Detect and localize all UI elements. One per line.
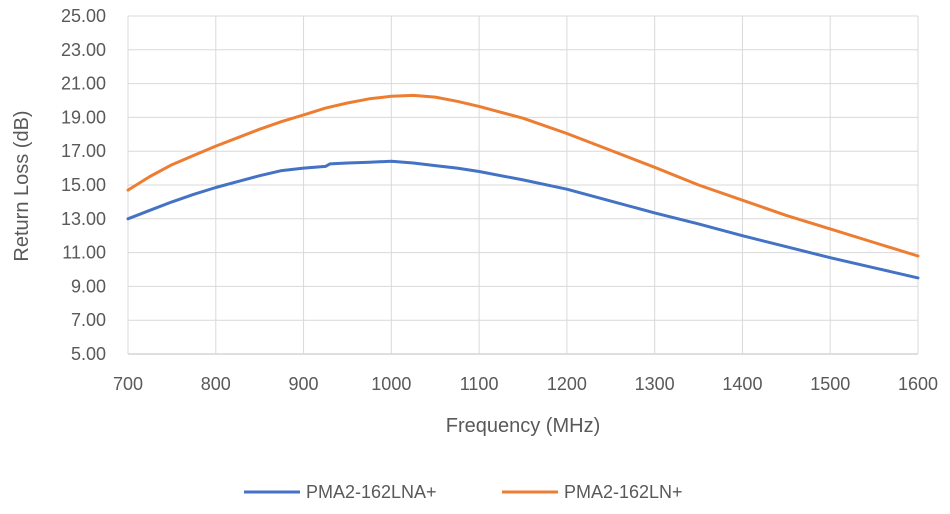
y-tick-label: 15.00 [61,175,106,195]
y-tick-label: 25.00 [61,6,106,26]
legend-item-1[interactable]: PMA2-162LNA+ [244,482,437,502]
legend: PMA2-162LNA+ PMA2-162LN+ [244,482,683,502]
x-tick-label: 700 [113,374,143,394]
x-tick-label: 900 [289,374,319,394]
y-tick-label: 19.00 [61,107,106,127]
legend-item-2[interactable]: PMA2-162LN+ [502,482,683,502]
ticks-layer: 5.00 7.00 9.00 11.00 13.00 15.00 17.00 19.00 21.… [61,6,938,394]
legend-label-2: PMA2-162LN+ [564,482,683,502]
y-tick-label: 11.00 [62,243,106,263]
x-tick-label: 1000 [371,374,411,394]
x-tick-label: 1300 [635,374,675,394]
x-tick-label: 1100 [460,374,499,394]
series-layer [126,93,920,280]
legend-label-1: PMA2-162LNA+ [306,482,437,502]
y-tick-label: 13.00 [61,209,106,229]
x-tick-label: 1200 [547,374,587,394]
y-axis-title: Return Loss (dB) [11,110,33,261]
series-line-2 [126,93,920,258]
grid-layer [127,15,919,355]
y-tick-label: 9.00 [71,276,106,296]
series-line-1 [126,159,920,280]
x-tick-label: 1500 [810,374,850,394]
x-tick-label: 800 [201,374,231,394]
y-tick-label: 17.00 [61,141,106,161]
y-tick-label: 5.00 [71,344,106,364]
x-tick-label: 1600 [898,374,938,394]
y-tick-label: 21.00 [61,74,106,94]
x-axis-title: Frequency (MHz) [446,415,600,437]
x-tick-label: 1400 [722,374,762,394]
y-tick-label: 23.00 [61,40,106,60]
y-tick-label: 7.00 [71,310,106,330]
